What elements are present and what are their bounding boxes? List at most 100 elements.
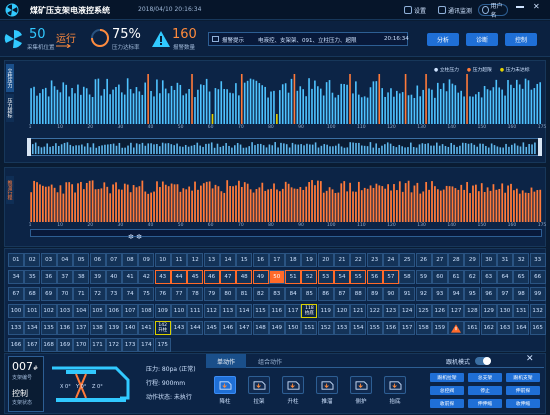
support-cell-90[interactable]: 90 [382,287,399,301]
support-cell-10[interactable]: 10 [154,253,171,267]
support-cell-60[interactable]: 60 [431,270,448,284]
support-cell-101[interactable]: 101 [24,304,41,318]
diagnose-button[interactable]: 诊断 [466,33,498,46]
follow-mode-toggle[interactable] [475,357,491,365]
support-cell-46[interactable]: 46 [203,270,220,284]
support-cell-118[interactable]: 118 抬底 [301,304,318,318]
tab-single-action[interactable]: 单动作 [206,354,246,368]
support-cell-49[interactable]: 49 [252,270,269,284]
support-cell-114[interactable]: 114 [236,304,253,318]
support-cell-99[interactable]: 99 [529,287,546,301]
close-icon[interactable]: ✕ [533,2,540,11]
action-5-button[interactable] [384,376,406,394]
support-cell-43[interactable]: 43 [154,270,171,284]
support-cell-56[interactable]: 56 [366,270,383,284]
support-cell-158[interactable]: 158 [415,321,432,335]
support-cell-02[interactable]: 02 [24,253,41,267]
support-cell-26[interactable]: 26 [415,253,432,267]
support-cell-82[interactable]: 82 [252,287,269,301]
support-cell-162[interactable]: 162 [480,321,497,335]
mini-button-0[interactable]: 跟机拉架 [430,373,464,382]
support-cell-20[interactable]: 20 [317,253,334,267]
tab-overlimit[interactable]: 压力超标 [6,94,14,122]
support-cell-55[interactable]: 55 [350,270,367,284]
support-cell-13[interactable]: 13 [203,253,220,267]
support-cell-175[interactable]: 175 [154,338,171,352]
support-cell-95[interactable]: 95 [464,287,481,301]
user-menu[interactable]: 用户名 [478,3,508,19]
support-cell-91[interactable]: 91 [399,287,416,301]
support-cell-147[interactable]: 147 [236,321,253,335]
support-cell-39[interactable]: 39 [89,270,106,284]
support-cell-115[interactable]: 115 [252,304,269,318]
support-cell-31[interactable]: 31 [497,253,513,267]
support-cell-50[interactable]: 50 [268,270,285,284]
support-cell-36[interactable]: 36 [40,270,57,284]
support-cell-104[interactable]: 104 [73,304,90,318]
support-cell-65[interactable]: 65 [513,270,530,284]
scrubber-left-handle[interactable] [27,138,31,156]
support-cell-87[interactable]: 87 [334,287,350,301]
support-cell-122[interactable]: 122 [366,304,383,318]
support-cell-171[interactable]: 171 [89,338,106,352]
support-cell-18[interactable]: 18 [285,253,302,267]
action-3-button[interactable] [316,376,338,394]
support-cell-54[interactable]: 54 [334,270,350,284]
support-cell-04[interactable]: 04 [56,253,73,267]
support-cell-132[interactable]: 132 [529,304,546,318]
support-cell-148[interactable]: 148 [252,321,269,335]
support-cell-03[interactable]: 03 [40,253,57,267]
support-cell-06[interactable]: 06 [89,253,106,267]
support-cell-14[interactable]: 14 [219,253,236,267]
support-cell-137[interactable]: 137 [73,321,90,335]
support-cell-71[interactable]: 71 [73,287,90,301]
support-cell-79[interactable]: 79 [203,287,220,301]
support-cell-19[interactable]: 19 [301,253,318,267]
support-cell-11[interactable]: 11 [171,253,187,267]
support-cell-81[interactable]: 81 [236,287,253,301]
support-cell-174[interactable]: 174 [138,338,155,352]
tab-pressure[interactable]: 立柱压力 [6,64,14,92]
support-cell-52[interactable]: 52 [301,270,318,284]
support-cell-51[interactable]: 51 [285,270,302,284]
support-cell-29[interactable]: 29 [464,253,481,267]
support-cell-35[interactable]: 35 [24,270,41,284]
support-cell-57[interactable]: 57 [382,270,399,284]
panel-close-icon[interactable]: ✕ [526,354,534,364]
support-cell-17[interactable]: 17 [268,253,285,267]
action-4-button[interactable] [350,376,372,394]
support-cell-121[interactable]: 121 [350,304,367,318]
support-cell-40[interactable]: 40 [105,270,122,284]
support-cell-68[interactable]: 68 [24,287,41,301]
support-cell-150[interactable]: 150 [285,321,302,335]
support-cell-01[interactable]: 01 [8,253,24,267]
support-cell-25[interactable]: 25 [399,253,416,267]
support-cell-131[interactable]: 131 [513,304,530,318]
support-cell-152[interactable]: 152 [317,321,334,335]
support-cell-161[interactable]: 161 [464,321,481,335]
support-cell-102[interactable]: 102 [40,304,57,318]
support-cell-59[interactable]: 59 [415,270,432,284]
support-cell-23[interactable]: 23 [366,253,383,267]
support-cell-69[interactable]: 69 [40,287,57,301]
support-cell-157[interactable]: 157 [399,321,416,335]
support-cell-89[interactable]: 89 [366,287,383,301]
support-cell-45[interactable]: 45 [187,270,204,284]
support-cell-109[interactable]: 109 [154,304,171,318]
comm-monitor-button[interactable]: 通讯监测 [438,4,472,16]
support-cell-106[interactable]: 106 [105,304,122,318]
support-cell-117[interactable]: 117 [285,304,302,318]
support-cell-08[interactable]: 08 [122,253,139,267]
support-cell-167[interactable]: 167 [24,338,41,352]
support-cell-128[interactable]: 128 [464,304,481,318]
support-cell-58[interactable]: 58 [399,270,416,284]
support-cell-86[interactable]: 86 [317,287,334,301]
support-cell-112[interactable]: 112 [203,304,220,318]
support-cell-111[interactable]: 111 [187,304,204,318]
support-cell-164[interactable]: 164 [513,321,530,335]
mini-button-2[interactable]: 跟机支架 [506,373,540,382]
support-cell-116[interactable]: 116 [268,304,285,318]
support-cell-153[interactable]: 153 [334,321,350,335]
support-cell-120[interactable]: 120 [334,304,350,318]
support-cell-143[interactable]: 143 [171,321,187,335]
